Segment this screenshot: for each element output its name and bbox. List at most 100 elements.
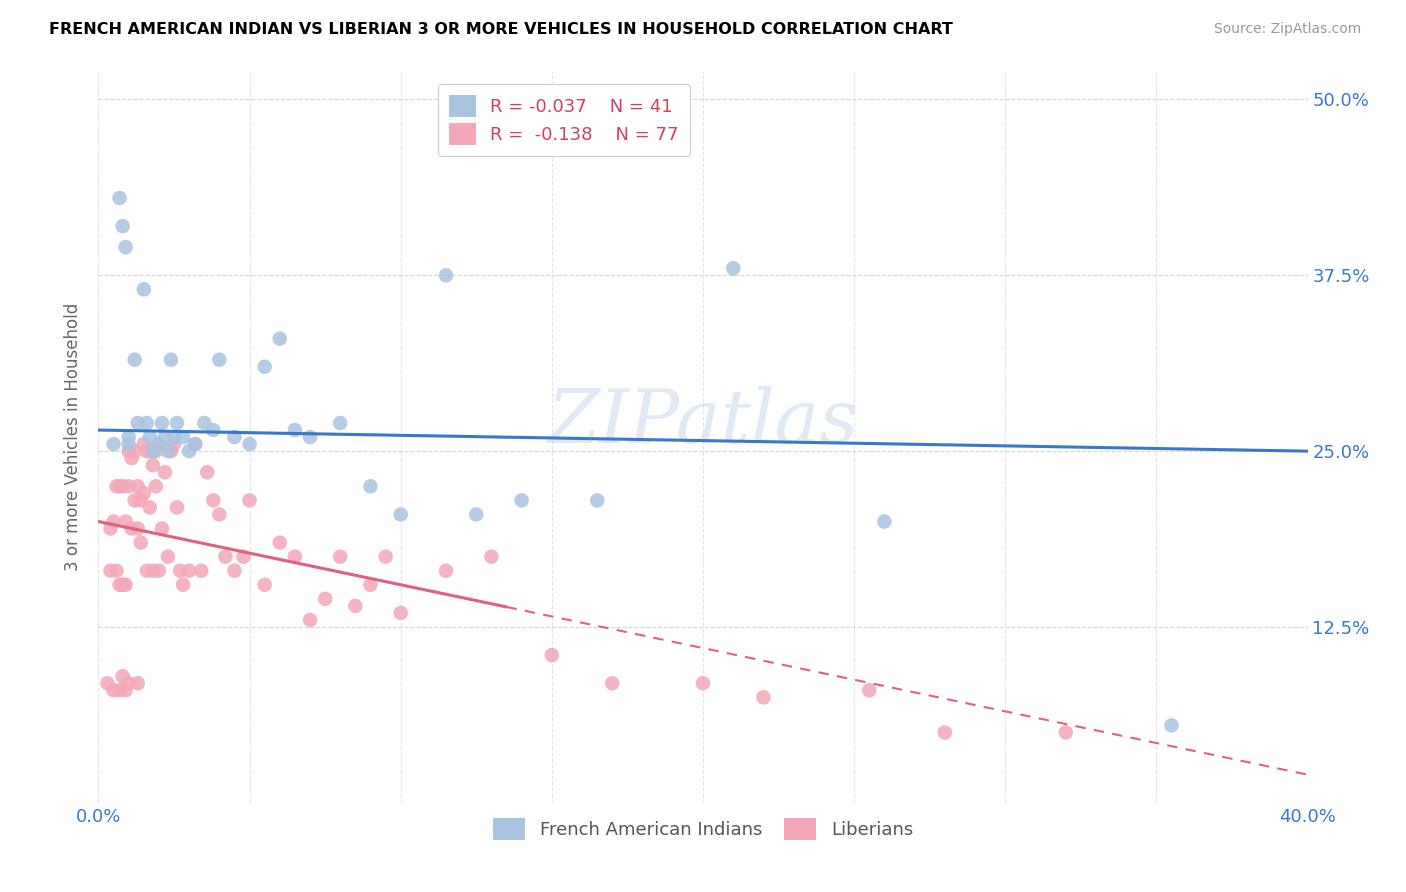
Text: Source: ZipAtlas.com: Source: ZipAtlas.com [1213, 22, 1361, 37]
Point [108, 191, 131, 205]
Point [103, 515, 125, 529]
Point [374, 549, 396, 564]
Point [111, 219, 134, 233]
Point [139, 430, 162, 444]
Point [434, 564, 457, 578]
Point [195, 465, 218, 479]
Point [465, 508, 488, 522]
Point [150, 416, 173, 430]
Point [172, 578, 194, 592]
Point [142, 458, 165, 473]
Point [284, 423, 307, 437]
Point [692, 676, 714, 690]
Point [163, 437, 186, 451]
Point [135, 564, 157, 578]
Point [156, 549, 179, 564]
Point [172, 430, 194, 444]
Point [163, 430, 186, 444]
Point [329, 549, 352, 564]
Point [166, 500, 188, 515]
Point [202, 493, 225, 508]
Point [1054, 725, 1077, 739]
Point [148, 437, 170, 451]
Point [124, 493, 146, 508]
Point [127, 521, 149, 535]
Y-axis label: 3 or more Vehicles in Household: 3 or more Vehicles in Household [65, 303, 83, 571]
Point [510, 493, 533, 508]
Point [118, 479, 141, 493]
Point [481, 549, 503, 564]
Text: FRENCH AMERICAN INDIAN VS LIBERIAN 3 OR MORE VEHICLES IN HOUSEHOLD CORRELATION C: FRENCH AMERICAN INDIAN VS LIBERIAN 3 OR … [49, 22, 953, 37]
Point [269, 332, 291, 346]
Point [540, 648, 562, 662]
Point [329, 416, 352, 430]
Point [114, 578, 136, 592]
Point [105, 564, 128, 578]
Point [190, 564, 212, 578]
Point [602, 676, 624, 690]
Point [135, 416, 157, 430]
Point [299, 613, 322, 627]
Point [239, 437, 262, 451]
Point [127, 676, 149, 690]
Point [111, 669, 134, 683]
Point [214, 549, 236, 564]
Point [150, 521, 173, 535]
Point [752, 690, 775, 705]
Point [873, 515, 896, 529]
Point [193, 416, 215, 430]
Point [132, 282, 155, 296]
Point [858, 683, 880, 698]
Point [1160, 718, 1182, 732]
Point [148, 564, 170, 578]
Point [224, 564, 246, 578]
Point [118, 444, 141, 458]
Point [179, 444, 201, 458]
Point [142, 564, 165, 578]
Point [121, 521, 143, 535]
Point [103, 683, 125, 698]
Point [100, 564, 122, 578]
Point [160, 352, 183, 367]
Point [111, 479, 134, 493]
Point [284, 549, 307, 564]
Point [103, 437, 125, 451]
Point [114, 515, 136, 529]
Point [184, 437, 207, 451]
Point [202, 423, 225, 437]
Point [135, 444, 157, 458]
Point [118, 437, 141, 451]
Point [108, 479, 131, 493]
Point [124, 444, 146, 458]
Point [111, 578, 134, 592]
Point [389, 606, 412, 620]
Point [299, 430, 322, 444]
Point [232, 549, 254, 564]
Point [153, 430, 176, 444]
Point [169, 564, 191, 578]
Point [314, 591, 336, 606]
Point [127, 416, 149, 430]
Point [723, 261, 745, 276]
Point [586, 493, 609, 508]
Point [118, 676, 141, 690]
Point [166, 416, 188, 430]
Point [360, 479, 382, 493]
Point [934, 725, 956, 739]
Point [145, 444, 167, 458]
Point [139, 444, 162, 458]
Point [208, 508, 231, 522]
Point [269, 535, 291, 549]
Point [360, 578, 382, 592]
Point [156, 444, 179, 458]
Point [108, 683, 131, 698]
Point [132, 437, 155, 451]
Point [108, 578, 131, 592]
Point [179, 564, 201, 578]
Point [139, 500, 162, 515]
Point [253, 578, 276, 592]
Point [253, 359, 276, 374]
Point [160, 444, 183, 458]
Point [100, 521, 122, 535]
Point [121, 451, 143, 466]
